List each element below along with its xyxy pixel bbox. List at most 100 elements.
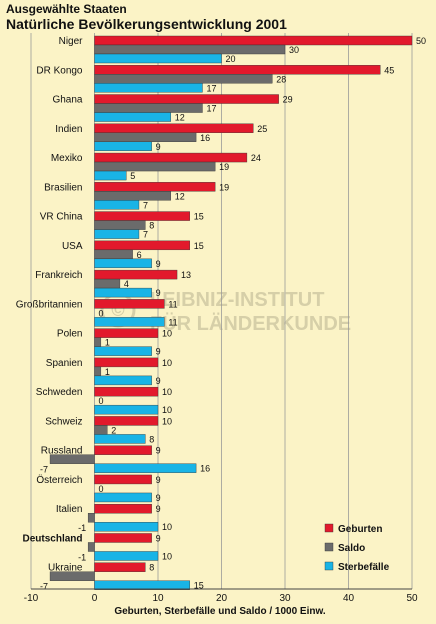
legend-label-saldo: Saldo bbox=[338, 543, 365, 554]
bar-geburten bbox=[94, 357, 159, 368]
gridlines bbox=[30, 33, 413, 589]
bar-value-label: 9 bbox=[156, 504, 161, 514]
bar-value-label: -1 bbox=[78, 523, 86, 533]
bar-value-label: 10 bbox=[162, 416, 172, 426]
bar-geburten bbox=[94, 211, 190, 221]
bar-value-label: 9 bbox=[156, 493, 161, 503]
bar-value-label: 8 bbox=[149, 563, 154, 573]
bar-saldo bbox=[94, 132, 197, 142]
bar-value-label: 16 bbox=[200, 133, 210, 143]
bar-value-label: 25 bbox=[257, 124, 267, 134]
bar-value-label: 12 bbox=[175, 113, 185, 123]
bar-sterbefaelle bbox=[94, 346, 152, 356]
bar-sterbefaelle bbox=[94, 317, 165, 327]
bar-saldo bbox=[94, 425, 108, 435]
bar-sterbefaelle bbox=[94, 112, 171, 122]
bar-geburten bbox=[94, 533, 152, 543]
bar-value-label: 1 bbox=[105, 367, 110, 377]
category-label: Schweiz bbox=[45, 416, 82, 427]
bar-saldo bbox=[49, 571, 95, 581]
category-label: Schweden bbox=[36, 387, 83, 398]
watermark-line2: FÜR LÄNDERKUNDE bbox=[150, 312, 351, 335]
bar-sterbefaelle bbox=[94, 53, 222, 64]
bar-geburten bbox=[94, 35, 413, 46]
x-tick-label: 40 bbox=[343, 593, 355, 604]
bar-saldo bbox=[94, 191, 171, 201]
legend-swatch-saldo bbox=[324, 542, 334, 552]
bar-value-label: 10 bbox=[162, 522, 172, 532]
chart-subtitle: Ausgewählte Staaten bbox=[6, 2, 127, 16]
x-tick-label: 30 bbox=[279, 593, 291, 604]
bar-geburten bbox=[94, 504, 152, 514]
bar-geburten bbox=[94, 269, 178, 280]
bar-sterbefaelle bbox=[94, 404, 159, 415]
bar-sterbefaelle bbox=[94, 522, 159, 532]
bar-sterbefaelle bbox=[94, 434, 146, 444]
bar-value-label: 10 bbox=[162, 551, 172, 561]
bar-value-label: 10 bbox=[162, 358, 172, 368]
category-label: Spanien bbox=[46, 358, 83, 369]
header: Ausgewählte Staaten Natürliche Bevölkeru… bbox=[6, 2, 287, 33]
x-tick-label: -10 bbox=[24, 593, 39, 604]
bar-geburten bbox=[94, 65, 381, 75]
bar-geburten bbox=[94, 562, 146, 572]
bar-value-label: 12 bbox=[175, 191, 185, 201]
category-label: Frankreich bbox=[35, 270, 82, 281]
bar-geburten bbox=[94, 445, 152, 455]
bar-value-label: 17 bbox=[206, 104, 216, 114]
x-axis: Geburten, Sterbefälle und Saldo / 1000 E… bbox=[24, 588, 418, 617]
bar-value-label: 50 bbox=[416, 36, 426, 46]
category-label: USA bbox=[62, 241, 83, 252]
bar-saldo bbox=[94, 366, 102, 377]
bar-value-label: 9 bbox=[156, 347, 161, 357]
bar-value-label: 15 bbox=[194, 241, 204, 251]
legend-swatch-sterbefaelle bbox=[324, 561, 334, 571]
bar-value-label: 28 bbox=[276, 74, 286, 84]
bar-saldo bbox=[49, 454, 95, 464]
bar-value-label: 8 bbox=[149, 434, 154, 444]
bar-value-label: 15 bbox=[194, 212, 204, 222]
category-label: Niger bbox=[59, 36, 84, 47]
bar-value-label: 24 bbox=[251, 153, 261, 163]
category-label: Russland bbox=[41, 446, 83, 457]
bar-sterbefaelle bbox=[94, 200, 140, 210]
category-label: Polen bbox=[57, 329, 83, 340]
bar-geburten bbox=[94, 474, 152, 485]
bar-geburten bbox=[94, 94, 279, 104]
bar-value-label: 7 bbox=[143, 230, 148, 240]
x-tick-label: 20 bbox=[216, 593, 228, 604]
bar-value-label: 9 bbox=[156, 376, 161, 386]
category-label: Brasilien bbox=[44, 182, 82, 193]
bar-value-label: 2 bbox=[111, 425, 116, 435]
bar-value-label: 13 bbox=[181, 270, 191, 280]
bars: 5030204528172917122516924195191271587156… bbox=[40, 35, 426, 592]
bar-value-label: 10 bbox=[162, 405, 172, 415]
legend-swatch-geburten bbox=[324, 523, 334, 533]
bar-value-label: -7 bbox=[40, 582, 48, 592]
bar-value-label: 9 bbox=[156, 475, 161, 485]
category-label: Italien bbox=[56, 504, 83, 515]
legend-label-sterbefaelle: Sterbefälle bbox=[338, 562, 390, 573]
bar-value-label: 11 bbox=[168, 317, 177, 327]
bar-value-label: 29 bbox=[283, 95, 293, 105]
bar-value-label: 8 bbox=[149, 221, 154, 231]
bar-value-label: 0 bbox=[99, 396, 104, 406]
bar-value-label: 9 bbox=[156, 288, 161, 298]
x-tick-label: 50 bbox=[406, 593, 418, 604]
bar-value-label: 11 bbox=[168, 299, 177, 309]
bar-value-label: 9 bbox=[156, 259, 161, 269]
bar-geburten bbox=[94, 416, 159, 426]
bar-geburten bbox=[94, 328, 159, 338]
watermark-line1: LEIBNIZ-INSTITUT bbox=[150, 289, 324, 311]
bar-saldo bbox=[94, 44, 286, 55]
bar-sterbefaelle bbox=[94, 492, 152, 503]
bar-sterbefaelle bbox=[94, 375, 152, 386]
bar-value-label: 7 bbox=[143, 200, 148, 210]
category-label: VR China bbox=[40, 212, 83, 223]
bar-geburten bbox=[94, 240, 190, 251]
bar-saldo bbox=[87, 513, 95, 523]
bar-sterbefaelle bbox=[94, 170, 127, 181]
bar-geburten bbox=[94, 123, 254, 133]
bar-saldo bbox=[94, 278, 121, 289]
